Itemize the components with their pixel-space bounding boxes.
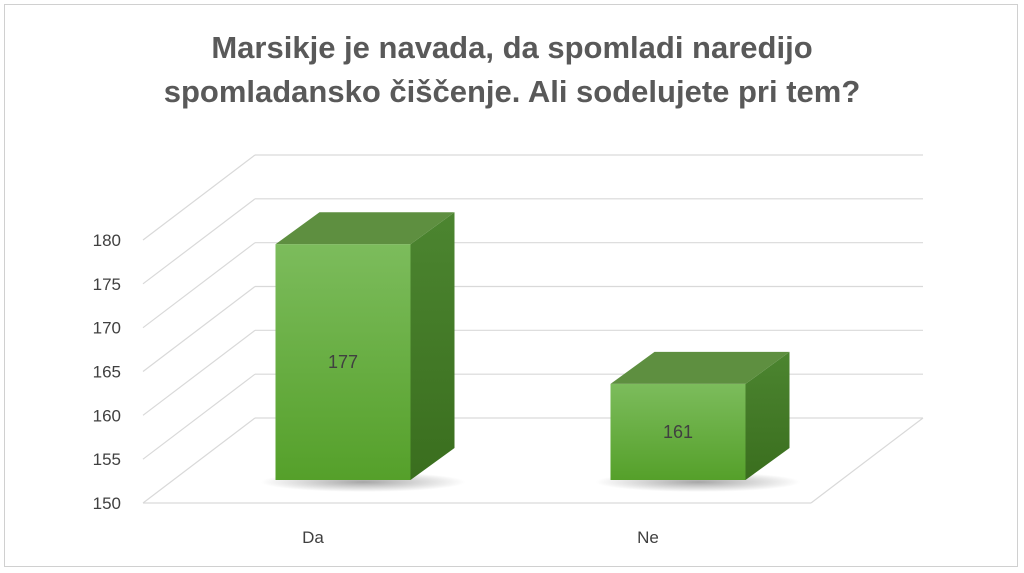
gridline	[142, 198, 923, 285]
x-category-label: Da	[302, 528, 324, 547]
gridline	[142, 242, 923, 329]
y-tick-label: 150	[93, 494, 121, 513]
chart-border	[4, 4, 1018, 567]
data-label: 177	[328, 352, 358, 372]
y-tick-label: 175	[93, 275, 121, 294]
floor-right-edge	[810, 417, 924, 504]
bar-top-face	[275, 212, 455, 245]
bars: 177 161	[260, 212, 801, 492]
gridline	[142, 285, 923, 372]
bar-side-face	[745, 351, 790, 480]
gridlines	[142, 154, 924, 504]
bar-top-face	[610, 351, 790, 384]
chart-title-line-2: spomladansko čiščenje. Ali sodelujete pr…	[163, 74, 861, 109]
y-tick-label: 165	[93, 363, 121, 382]
y-tick-label: 170	[93, 319, 121, 338]
y-tick-label: 160	[93, 406, 121, 425]
y-tick-label: 180	[93, 231, 121, 250]
bar-da: 177	[260, 212, 466, 492]
gridline	[142, 154, 923, 241]
y-axis: 150 155 160 165 170 175 180	[93, 231, 121, 513]
bar-front-face	[610, 383, 746, 480]
data-label: 161	[663, 422, 693, 442]
gridline	[142, 417, 923, 504]
bar-ne: 161	[595, 351, 801, 492]
bar-side-face	[410, 212, 455, 480]
gridline	[142, 329, 923, 416]
chart-title-line-1: Marsikje je navada, da spomladi naredijo	[211, 30, 813, 65]
x-axis: Da Ne	[302, 528, 659, 547]
x-category-label: Ne	[637, 528, 659, 547]
bar-front-face	[275, 244, 411, 480]
chart-title: Marsikje je navada, da spomladi naredijo…	[0, 26, 1024, 114]
y-tick-label: 155	[93, 450, 121, 469]
gridline	[142, 373, 923, 460]
